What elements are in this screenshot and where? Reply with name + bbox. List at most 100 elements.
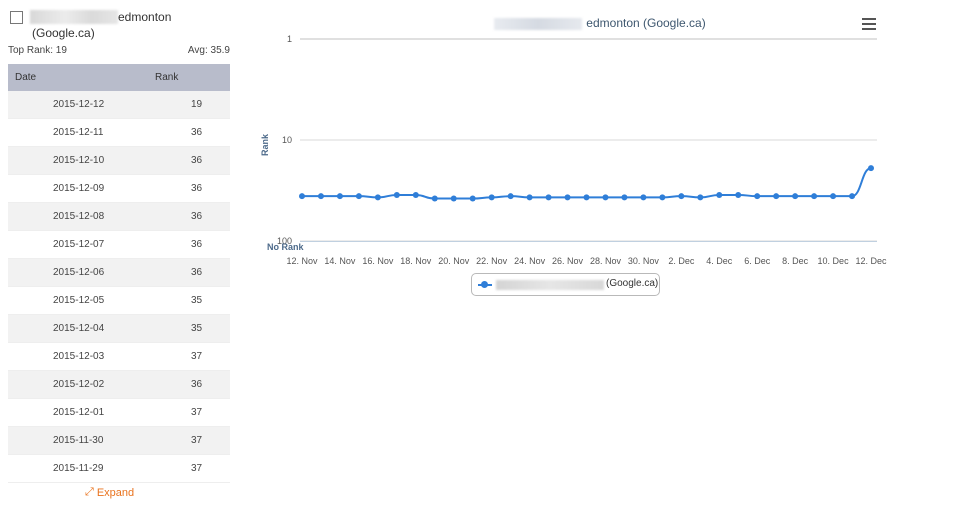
- data-point: [830, 193, 837, 200]
- data-point: [811, 193, 818, 200]
- data-point: [299, 193, 305, 200]
- data-point: [849, 193, 856, 200]
- data-point: [678, 193, 685, 200]
- x-tick-label: 18. Nov: [400, 256, 432, 266]
- row-rank: 36: [155, 174, 230, 203]
- x-tick-label: 2. Dec: [668, 256, 695, 266]
- data-point: [374, 194, 381, 201]
- column-header-date[interactable]: Date: [8, 64, 155, 91]
- row-date: 2015-12-08: [8, 202, 155, 231]
- row-date: 2015-12-05: [8, 286, 155, 315]
- x-tick-label: 8. Dec: [782, 256, 809, 266]
- row-rank: 36: [155, 230, 230, 259]
- row-rank: 37: [155, 398, 230, 427]
- table-header-row: Date Rank: [8, 64, 230, 91]
- legend-marker-icon: [481, 281, 488, 288]
- data-point: [526, 194, 533, 201]
- redacted-title: [494, 17, 583, 30]
- y-axis-title: Rank: [260, 133, 270, 156]
- rank-table: Date Rank 2015-12-12 19 2015-12-11 36 2015-1…: [8, 64, 230, 483]
- table-row: 2015-12-07 36: [8, 230, 230, 259]
- x-tick-label: 16. Nov: [362, 256, 394, 266]
- expand-button[interactable]: ⤢ Expand: [85, 486, 134, 499]
- expand-label: Expand: [96, 486, 135, 499]
- x-tick-label: 22. Nov: [476, 256, 508, 266]
- x-tick-label: 26. Nov: [552, 256, 584, 266]
- series-line: [302, 167, 872, 200]
- table-row: 2015-12-02 36: [8, 370, 230, 399]
- row-rank: 19: [155, 91, 230, 119]
- data-point: [735, 191, 742, 198]
- data-point: [412, 191, 419, 198]
- row-date: 2015-12-03: [8, 342, 155, 371]
- row-rank: 37: [155, 454, 230, 483]
- data-point: [545, 194, 552, 201]
- row-date: 2015-12-04: [8, 314, 155, 343]
- row-date: 2015-11-30: [8, 426, 155, 455]
- row-rank: 36: [155, 146, 230, 175]
- y-tick-label: 10: [282, 135, 292, 145]
- keyword-checkbox[interactable]: [10, 11, 23, 24]
- row-date: 2015-12-02: [8, 370, 155, 399]
- y-tick-label: 100: [277, 236, 292, 246]
- hamburger-menu-icon[interactable]: [862, 18, 876, 32]
- keyword-suffix: edmonton: [118, 10, 172, 24]
- keyword-engine: (Google.ca): [32, 26, 95, 40]
- row-date: 2015-12-10: [8, 146, 155, 175]
- row-date: 2015-12-06: [8, 258, 155, 287]
- table-row: 2015-12-03 37: [8, 342, 230, 371]
- data-point: [602, 194, 609, 201]
- data-point: [564, 194, 571, 201]
- row-date: 2015-12-09: [8, 174, 155, 203]
- table-row: 2015-11-29 37: [8, 454, 230, 483]
- top-rank: Top Rank: 19: [8, 45, 67, 56]
- data-point: [336, 193, 343, 200]
- chart-title-suffix: edmonton (Google.ca): [586, 16, 706, 30]
- row-date: 2015-12-11: [8, 118, 155, 147]
- chart-title: edmonton (Google.ca): [240, 16, 960, 32]
- expand-arrows-icon: ⤢: [85, 486, 94, 498]
- data-point: [583, 194, 590, 201]
- keyword-header: edmonton (Google.ca): [8, 8, 230, 42]
- column-header-rank[interactable]: Rank: [155, 64, 230, 91]
- chart-legend[interactable]: (Google.ca): [471, 273, 660, 296]
- data-point: [507, 193, 514, 200]
- row-rank: 37: [155, 426, 230, 455]
- data-point: [317, 193, 324, 200]
- data-point: [450, 195, 457, 202]
- redacted-keyword: [30, 10, 118, 24]
- data-point: [754, 193, 761, 200]
- row-rank: 35: [155, 286, 230, 315]
- average-rank: Avg: 35.9: [187, 45, 230, 56]
- table-row: 2015-12-01 37: [8, 398, 230, 427]
- data-point: [488, 194, 495, 201]
- y-tick-label: 1: [287, 34, 292, 44]
- x-tick-label: 10. Dec: [818, 256, 850, 266]
- table-row: 2015-12-05 35: [8, 286, 230, 315]
- row-rank: 35: [155, 314, 230, 343]
- x-tick-label: 28. Nov: [590, 256, 622, 266]
- table-row: 2015-12-06 36: [8, 258, 230, 287]
- x-tick-label: 30. Nov: [628, 256, 660, 266]
- x-tick-label: 20. Nov: [438, 256, 470, 266]
- x-tick-label: 12. Dec: [855, 256, 887, 266]
- row-rank: 36: [155, 370, 230, 399]
- data-point: [469, 195, 476, 202]
- data-point: [355, 193, 362, 200]
- data-point: [792, 193, 799, 200]
- rank-chart: edmonton (Google.ca) 1 10 100 No Rank Rank 12…: [240, 0, 960, 513]
- redacted-legend-label: [496, 280, 604, 290]
- table-row: 2015-12-12 19: [8, 91, 230, 119]
- keyword-panel: edmonton (Google.ca) Top Rank: 19 Avg: 3…: [8, 8, 230, 483]
- row-date: 2015-12-12: [8, 91, 155, 119]
- table-row: 2015-12-04 35: [8, 314, 230, 343]
- table-row: 2015-12-10 36: [8, 146, 230, 175]
- data-point: [716, 191, 723, 198]
- x-tick-label: 12. Nov: [286, 256, 318, 266]
- row-date: 2015-12-07: [8, 230, 155, 259]
- table-row: 2015-12-09 36: [8, 174, 230, 203]
- x-tick-label: 4. Dec: [706, 256, 733, 266]
- data-point: [697, 194, 704, 201]
- table-row: 2015-12-11 36: [8, 118, 230, 147]
